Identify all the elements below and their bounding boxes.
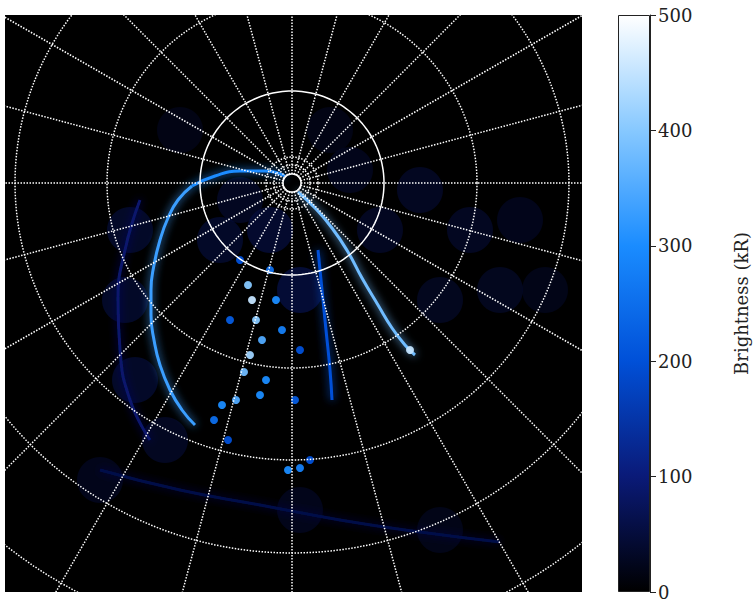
svg-text:200: 200 bbox=[658, 351, 692, 372]
svg-text:500: 500 bbox=[658, 5, 692, 26]
svg-text:400: 400 bbox=[658, 120, 692, 141]
svg-text:Brightness (kR): Brightness (kR) bbox=[731, 232, 752, 375]
svg-text:300: 300 bbox=[658, 235, 692, 256]
svg-text:0: 0 bbox=[658, 582, 669, 603]
svg-text:100: 100 bbox=[658, 466, 692, 487]
